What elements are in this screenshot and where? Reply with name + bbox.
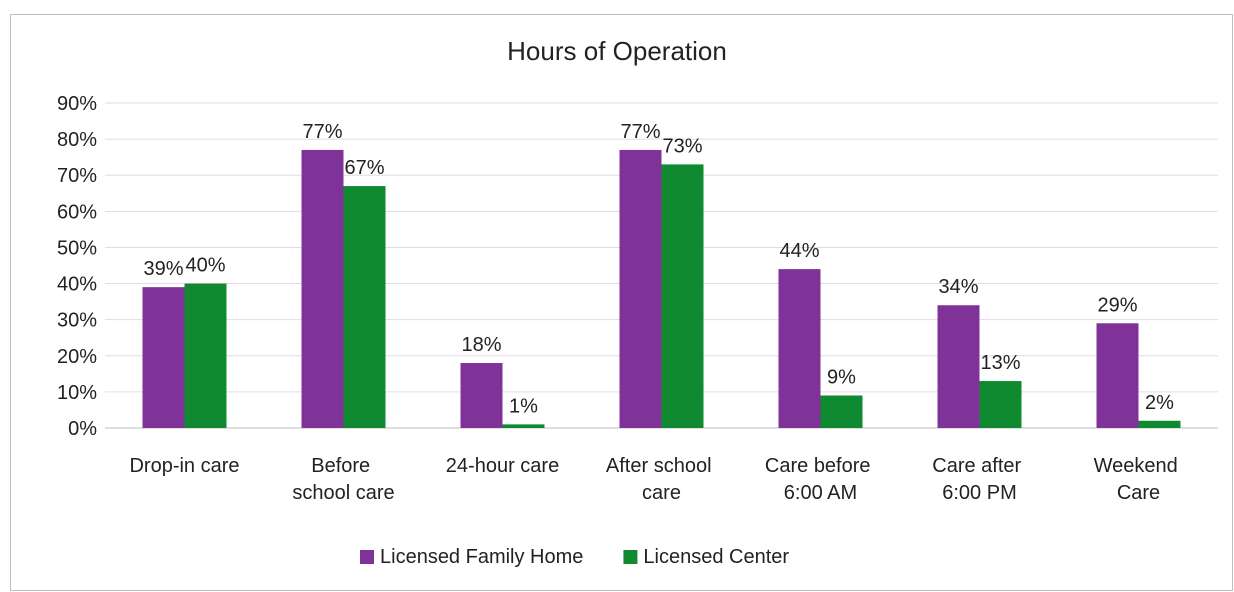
y-tick-label: 80% <box>57 129 97 151</box>
y-tick-label: 0% <box>68 418 97 440</box>
bar <box>661 164 704 428</box>
data-label: 34% <box>938 276 978 298</box>
bar <box>343 186 386 428</box>
legend-swatch <box>623 550 638 564</box>
x-tick-label: Care before 6:00 AM <box>765 455 876 504</box>
x-tick-line: 6:00 PM <box>942 482 1016 504</box>
y-tick-label: 20% <box>57 346 97 368</box>
x-tick-line: Weekend <box>1094 455 1184 477</box>
data-label: 39% <box>143 258 183 280</box>
x-tick-line: Care after <box>932 455 1026 477</box>
data-label: 1% <box>509 395 538 417</box>
data-label: 18% <box>461 334 501 356</box>
y-tick-label: 40% <box>57 274 97 296</box>
bar <box>142 287 185 428</box>
legend-label: Licensed Center <box>643 546 789 568</box>
y-tick-label: 50% <box>57 237 97 259</box>
chart-title: Hours of Operation <box>507 36 727 66</box>
data-label: 13% <box>980 352 1020 374</box>
y-tick-label: 30% <box>57 310 97 332</box>
y-tick-label: 90% <box>57 93 97 115</box>
bar <box>820 395 863 428</box>
x-tick-label: Before school care <box>292 455 394 504</box>
data-label: 67% <box>344 157 384 179</box>
data-label: 2% <box>1145 392 1174 414</box>
bar <box>502 424 545 428</box>
x-tick-line: care <box>642 482 681 504</box>
data-label: 77% <box>302 121 342 143</box>
bar <box>619 149 662 428</box>
x-tick-line: Care <box>1117 482 1160 504</box>
x-tick-line: 6:00 AM <box>784 482 857 504</box>
y-tick-label: 10% <box>57 382 97 404</box>
data-label: 40% <box>185 255 225 277</box>
data-label: 9% <box>827 367 856 389</box>
x-tick-label: Weekend Care <box>1094 455 1184 504</box>
y-tick-label: 70% <box>57 165 97 187</box>
bar <box>979 381 1022 428</box>
legend-swatch <box>360 550 374 564</box>
x-tick-line: 24-hour care <box>446 455 559 477</box>
bar <box>937 305 980 428</box>
legend-label: Licensed Family Home <box>380 546 583 568</box>
x-tick-label: After school care <box>606 455 717 504</box>
bar <box>460 363 503 428</box>
bar <box>1138 420 1181 428</box>
bar <box>301 149 344 428</box>
bar <box>1096 323 1139 428</box>
x-tick-label: Drop-in care <box>129 455 239 477</box>
x-tick-label: 24-hour care <box>446 455 559 477</box>
x-tick-line: After school <box>606 455 717 477</box>
data-label: 29% <box>1097 294 1137 316</box>
x-tick-line: school care <box>292 482 394 504</box>
y-tick-label: 60% <box>57 201 97 223</box>
x-tick-line: Drop-in care <box>129 455 239 477</box>
bar <box>778 269 821 428</box>
x-tick-line: Before <box>311 455 375 477</box>
bar <box>184 283 227 428</box>
x-tick-label: Care after 6:00 PM <box>932 455 1026 504</box>
x-tick-line: Care before <box>765 455 876 477</box>
data-label: 73% <box>662 135 702 157</box>
data-label: 77% <box>620 121 660 143</box>
data-label: 44% <box>779 240 819 262</box>
